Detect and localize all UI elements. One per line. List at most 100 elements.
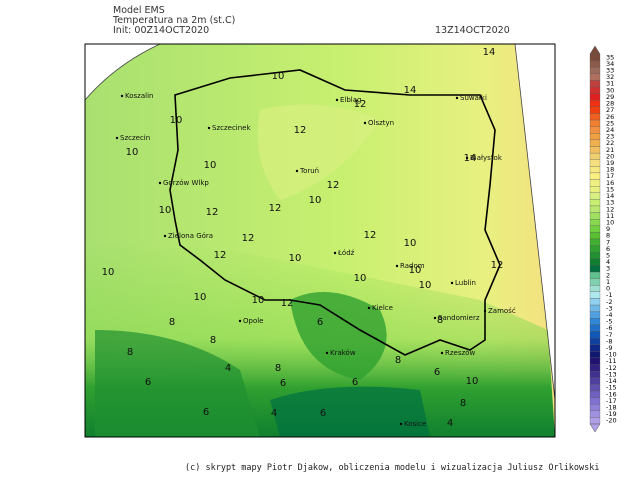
colorbar-label: 8 [606, 232, 610, 240]
colorbar-label: 7 [606, 238, 610, 246]
colorbar-label: 33 [606, 67, 614, 75]
colorbar-label: 19 [606, 159, 614, 167]
colorbar-label: 13 [606, 199, 614, 207]
colorbar-cell [589, 67, 601, 74]
contour-label: 10 [126, 147, 139, 158]
colorbar-cell [589, 337, 601, 345]
colorbar-label: -15 [606, 384, 617, 392]
colorbar-cell [589, 139, 601, 147]
colorbar-label: -18 [606, 403, 617, 411]
colorbar-cell [589, 324, 601, 332]
colorbar-label: 30 [606, 86, 614, 94]
colorbar-cell [589, 271, 601, 279]
colorbar-cell [589, 404, 601, 411]
colorbar-cell [589, 285, 601, 293]
map-field [84, 43, 556, 438]
colorbar-cell [589, 86, 601, 94]
colorbar-cell [589, 291, 601, 299]
city-name: Gorzów Wlkp [163, 179, 209, 187]
colorbar-label: 21 [606, 146, 614, 154]
footer: (c) skrypt mapy Piotr Djakow, obliczenia… [185, 463, 600, 473]
contour-label: 10 [419, 280, 432, 291]
city-name: Kraków [330, 349, 356, 357]
colorbar-cell [589, 212, 601, 220]
contour-label: 12 [242, 233, 255, 244]
city-name: Szczecin [120, 134, 150, 142]
contour-label: 14 [464, 153, 477, 164]
colorbar-label: -16 [606, 390, 617, 398]
contour-label: 10 [252, 295, 265, 306]
city-name: Elbląg [340, 96, 362, 104]
colorbar-label: 28 [606, 100, 614, 108]
contour-label: 6 [280, 378, 286, 389]
colorbar-cell [589, 265, 601, 273]
city-name: Białystok [470, 154, 503, 162]
colorbar-label: -5 [606, 318, 612, 326]
colorbar-label: 27 [606, 106, 614, 114]
colorbar-label: -10 [606, 351, 617, 359]
contour-label: 8 [169, 317, 175, 328]
contour-label: 10 [409, 265, 422, 276]
contour-label: 10 [159, 205, 172, 216]
colorbar-cell [589, 311, 601, 319]
colorbar-cell [589, 106, 601, 114]
city-name: Koszalin [125, 92, 153, 100]
city-name: Szczecinek [212, 124, 251, 132]
colorbar-label: -7 [606, 331, 612, 339]
colorbar-cell [589, 192, 601, 200]
colorbar-label: 26 [606, 113, 614, 121]
colorbar-cell [589, 318, 601, 326]
colorbar-label: 29 [606, 93, 614, 101]
colorbar-label: 10 [606, 218, 614, 226]
colorbar-label: 25 [606, 119, 614, 127]
colorbar-cell [589, 331, 601, 339]
contour-label: 8 [460, 398, 466, 409]
colorbar-cell [589, 397, 601, 405]
colorbar-cell [589, 126, 601, 134]
colorbar-cell [589, 199, 601, 207]
colorbar-label: 2 [606, 271, 610, 279]
colorbar-label: -8 [606, 337, 612, 345]
city-marker [465, 156, 469, 160]
colorbar-cell [589, 73, 601, 81]
colorbar-label: -17 [606, 397, 617, 405]
colorbar-label: 0 [606, 285, 610, 293]
contour-label: 10 [102, 267, 115, 278]
city-name: Kosice [404, 420, 426, 428]
colorbar-cell [589, 100, 601, 108]
colorbar-cell [589, 351, 601, 359]
colorbar-label: 3 [606, 265, 610, 273]
colorbar-cell [589, 344, 601, 352]
city-name: Lublin [455, 279, 476, 287]
contour-label: 6 [352, 377, 358, 388]
colorbar-label: 9 [606, 225, 610, 233]
colorbar-cell [589, 252, 601, 259]
contour-label: 6 [203, 407, 209, 418]
colorbar-label: -14 [606, 377, 617, 385]
colorbar-cell [589, 133, 601, 141]
header-valid: 13Z14OCT2020 [435, 25, 510, 36]
contour-label: 6 [317, 317, 323, 328]
contour-label: 10 [170, 115, 183, 126]
colorbar-cell [589, 60, 601, 68]
contour-label: 6 [434, 367, 440, 378]
contour-label: 10 [309, 195, 322, 206]
colorbar-label: 34 [606, 60, 614, 68]
colorbar-cell [589, 238, 601, 246]
colorbar-cell [589, 179, 601, 187]
colorbar-label: -4 [606, 311, 612, 319]
colorbar-label: 6 [606, 245, 610, 253]
city-marker [120, 94, 124, 98]
colorbar: 3534333231302928272625242322212019181716… [589, 45, 617, 433]
city-marker [115, 136, 119, 140]
contour-label: 10 [204, 160, 217, 171]
colorbar-label: 1 [606, 278, 610, 286]
colorbar-label: 15 [606, 185, 614, 193]
colorbar-cell [589, 93, 601, 101]
colorbar-cell [589, 258, 601, 266]
colorbar-cell [589, 390, 601, 398]
contour-label: 8 [210, 335, 216, 346]
colorbar-cell [589, 152, 601, 160]
colorbar-label: 12 [606, 205, 614, 213]
